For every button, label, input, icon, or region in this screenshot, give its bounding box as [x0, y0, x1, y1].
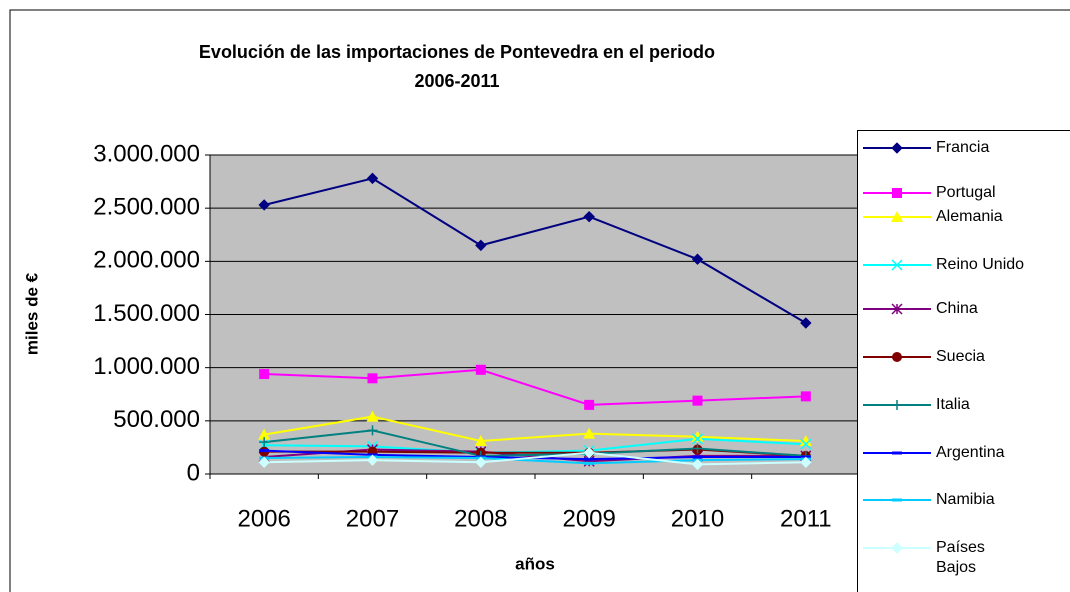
legend-swatch [863, 498, 931, 502]
series-line [264, 455, 806, 465]
series-line [264, 451, 806, 466]
marker [258, 456, 270, 469]
x-axis-label: años [515, 554, 555, 573]
marker [891, 303, 903, 315]
legend-label: Países Bajos [936, 539, 985, 576]
legend-label: Reino Unido [936, 256, 1025, 273]
marker [892, 498, 902, 502]
marker [366, 172, 379, 185]
chart-title: Evolución de las importaciones de Pontev… [199, 42, 715, 62]
marker [892, 400, 902, 410]
y-tick-label: 0 [187, 459, 200, 486]
legend: Francia Portugal Alemania Reino Unido China S… [857, 130, 1070, 592]
marker [475, 456, 487, 469]
legend-label: Alemania [936, 208, 1003, 225]
marker [366, 454, 379, 466]
series-line [263, 177, 807, 324]
legend-swatch [863, 451, 931, 455]
marker [891, 211, 903, 222]
marker [258, 199, 270, 211]
marker [583, 427, 596, 439]
marker [584, 461, 595, 465]
marker [367, 425, 378, 436]
marker [584, 457, 595, 461]
y-tick-label: 2.000.000 [93, 247, 200, 274]
marker [692, 455, 703, 459]
marker [259, 369, 270, 380]
y-axis-label: miles de € [22, 272, 41, 355]
legend-label: Namibia [936, 491, 995, 508]
x-tick-label: 2008 [454, 505, 507, 532]
legend-swatch [863, 142, 931, 154]
marker [259, 437, 270, 448]
marker [583, 210, 595, 223]
marker [892, 188, 902, 198]
marker [367, 373, 378, 384]
marker [892, 451, 902, 455]
y-tick-label: 1.000.000 [93, 353, 200, 380]
marker [475, 364, 486, 375]
series-line [264, 437, 806, 454]
legend-swatch [863, 352, 931, 362]
marker [583, 447, 595, 459]
legend-label: Francia [936, 139, 990, 156]
marker [692, 395, 703, 406]
legend-swatch [863, 211, 931, 222]
x-tick-label: 2007 [346, 505, 399, 532]
marker [691, 458, 704, 471]
series-line [264, 415, 806, 443]
marker [475, 239, 487, 252]
legend-label: Italia [936, 396, 970, 413]
legend-label: Portugal [936, 184, 996, 201]
marker [691, 253, 704, 265]
x-tick-label: 2006 [237, 505, 290, 532]
legend-swatch [863, 259, 931, 271]
legend-label: Argentina [936, 444, 1005, 461]
y-tick-label: 2.500.000 [93, 194, 200, 221]
legend-label: China [936, 300, 978, 317]
marker [800, 391, 811, 402]
marker [800, 456, 812, 469]
x-tick-label: 2009 [562, 505, 615, 532]
marker [891, 142, 903, 154]
legend-label: Suecia [936, 348, 985, 365]
marker [474, 435, 487, 447]
marker [691, 430, 704, 442]
series-line [264, 429, 806, 457]
marker [258, 428, 271, 440]
marker [892, 352, 902, 362]
marker [800, 317, 812, 329]
y-tick-label: 1.500.000 [93, 300, 200, 327]
legend-swatch [863, 400, 931, 410]
marker [691, 433, 704, 445]
marker [366, 410, 379, 422]
legend-swatch [863, 188, 931, 198]
chart-title: 2006-2011 [414, 71, 499, 91]
x-tick-label: 2011 [780, 505, 832, 532]
y-tick-label: 500.000 [113, 406, 200, 433]
marker [799, 435, 812, 447]
y-tick-label: 3.000.000 [93, 140, 200, 167]
x-tick-label: 2010 [671, 505, 724, 532]
marker [800, 438, 812, 450]
marker [692, 443, 703, 454]
marker [584, 399, 595, 410]
legend-swatch [863, 303, 931, 315]
series-line [264, 368, 806, 406]
marker [259, 449, 270, 453]
marker [891, 542, 903, 554]
legend-swatch [863, 542, 931, 554]
marker [891, 259, 903, 271]
